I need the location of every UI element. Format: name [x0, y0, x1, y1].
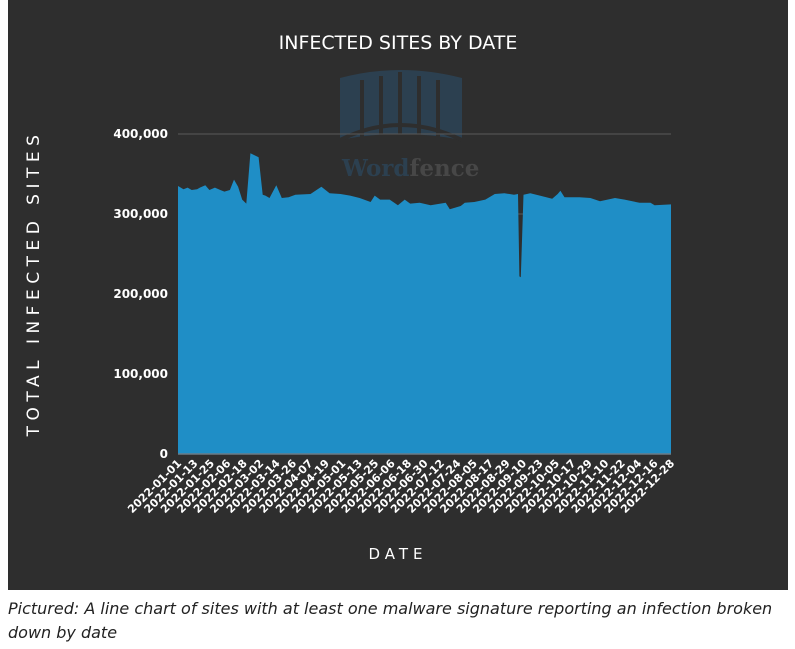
infected-sites-area	[178, 153, 671, 454]
y-tick-label: 100,000	[113, 367, 168, 381]
y-tick-label: 400,000	[113, 127, 168, 141]
chart-title: INFECTED SITES BY DATE	[279, 32, 518, 54]
y-tick-label: 0	[160, 447, 168, 461]
chart-panel: Wordfence 0 100,000 200,000 300,000 400,000 …	[8, 0, 788, 590]
figure-caption: Pictured: A line chart of sites with at …	[8, 599, 773, 642]
y-axis-title: TOTAL INFECTED SITES	[24, 130, 44, 438]
y-tick-label: 300,000	[113, 207, 168, 221]
wordfence-watermark-logo: Wordfence	[339, 70, 479, 182]
infected-sites-chart: Wordfence 0100,000200,000300,000400,000 …	[24, 32, 677, 563]
svg-text:Wordfence: Wordfence	[341, 155, 479, 182]
y-tick-label: 200,000	[113, 287, 168, 301]
x-axis-title: DATE	[368, 545, 427, 563]
